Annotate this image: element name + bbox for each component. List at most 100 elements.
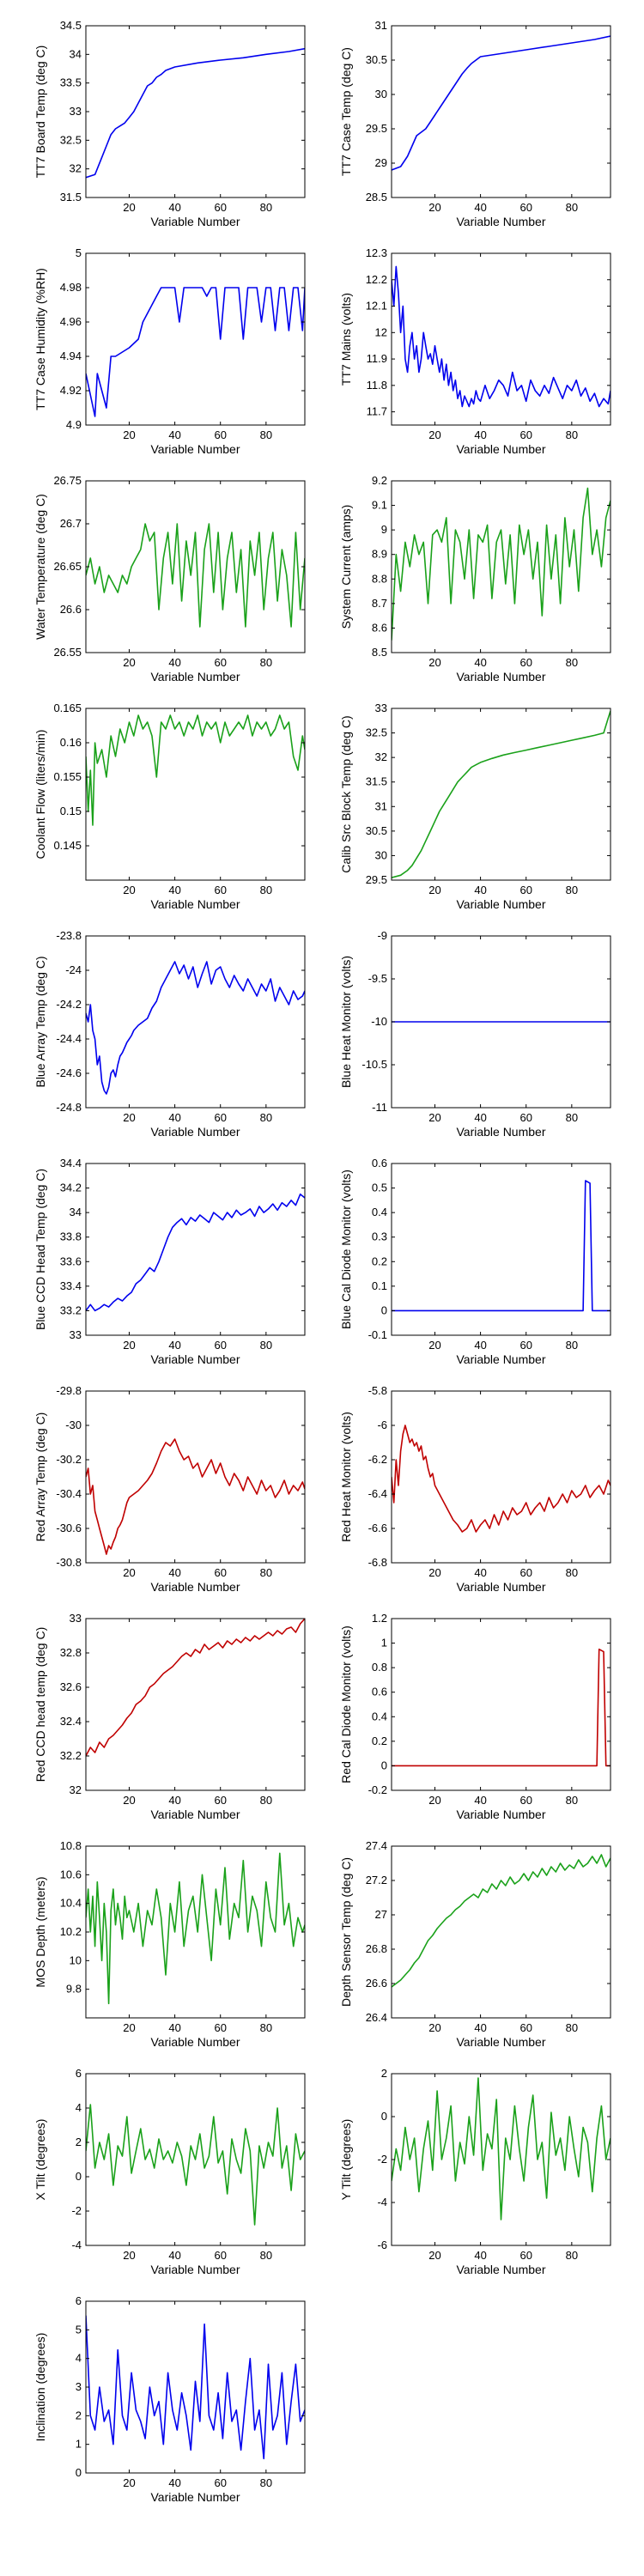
x-tick-label: 80: [566, 884, 578, 896]
series-line: [86, 1619, 305, 1757]
y-axis-label: Blue CCD Head Temp (deg C): [33, 1169, 47, 1330]
x-tick-label: 20: [428, 884, 440, 896]
x-axis-label: Variable Number: [150, 897, 240, 911]
y-axis-label: Blue Heat Monitor (volts): [339, 956, 353, 1088]
y-tick-label: 33.2: [60, 1303, 82, 1316]
y-tick-label: 12.1: [366, 300, 387, 313]
chart-panel-14: 20 40 60 80 -6.8 -6.6 -6.4 -6.2 -6 -5.8 Variable N…: [339, 1384, 611, 1594]
y-tick-label: 32.5: [60, 133, 82, 146]
x-tick-label: 40: [474, 201, 486, 214]
y-tick-label: 8.8: [372, 572, 387, 585]
y-axis-label: Red Array Temp (deg C): [33, 1413, 47, 1542]
x-tick-label: 40: [168, 428, 180, 441]
y-tick-label: 1: [381, 1637, 387, 1649]
y-tick-label: 0: [381, 1759, 387, 1771]
y-axis-label: Coolant Flow (liters/min): [33, 730, 47, 860]
y-tick-label: 11.8: [367, 379, 387, 392]
chart-panel-10: 20 40 60 80 -11 -10.5 -10 -9.5 -9 Variable Number…: [339, 929, 611, 1139]
x-tick-label: 80: [566, 2249, 578, 2262]
series-line: [86, 961, 305, 1095]
chart-panel-1: 20 40 60 80 31.5 32 32.5 33 33.5 34 34.5 Variable N…: [33, 19, 306, 228]
y-tick-label: 33: [70, 1612, 82, 1625]
y-tick-label: -30.6: [56, 1522, 82, 1534]
x-tick-label: 60: [519, 428, 532, 441]
y-tick-label: 31: [375, 799, 387, 812]
x-tick-label: 80: [260, 1339, 272, 1352]
plot-frame: [85, 2073, 306, 2246]
y-tick-label: 4: [76, 2352, 82, 2365]
series-line: [392, 1180, 611, 1312]
y-tick-label: -24.6: [56, 1066, 82, 1079]
series-line: [86, 287, 305, 417]
chart-panel-18: 20 40 60 80 26.4 26.6 26.8 27 27.2 27.4 Variable N…: [339, 1839, 611, 2049]
x-axis-label: Variable Number: [150, 2263, 240, 2276]
y-tick-label: 6: [76, 2067, 82, 2080]
x-tick-label: 20: [123, 1339, 135, 1352]
x-tick-label: 20: [428, 428, 440, 441]
y-tick-label: 8.7: [372, 597, 387, 610]
x-tick-label: 80: [260, 656, 272, 669]
chart-panel-12: 20 40 60 80 -0.1 0 0.1 0.2 0.3 0.4 0.5 0.6 Variable …: [339, 1157, 611, 1366]
series-line: [392, 265, 611, 408]
x-tick-label: 80: [566, 428, 578, 441]
y-tick-label: -6: [377, 1419, 387, 1431]
x-tick-label: 80: [260, 1566, 272, 1579]
x-tick-label: 80: [566, 1566, 578, 1579]
x-axis-label: Variable Number: [150, 442, 240, 456]
y-tick-label: 32: [70, 1783, 82, 1796]
y-axis-label: Calib Src Block Temp (deg C): [339, 715, 353, 872]
y-tick-label: 8.6: [372, 621, 387, 634]
chart-panel-8: 20 40 60 80 29.5 30 30.5 31 31.5 32 32.5 33 Variable…: [339, 702, 611, 911]
chart-panel-15: 20 40 60 80 32 32.2 32.4 32.6 32.8 33 Variable Num…: [33, 1612, 306, 1821]
x-tick-label: 20: [123, 1566, 135, 1579]
y-tick-label: -6.8: [368, 1556, 387, 1569]
x-tick-label: 60: [519, 2021, 532, 2034]
x-tick-label: 20: [428, 201, 440, 214]
plot-frame: [391, 25, 611, 198]
y-tick-label: 12: [375, 325, 387, 338]
y-tick-label: 0.6: [372, 1157, 387, 1170]
y-tick-label: 0.16: [60, 736, 82, 749]
x-tick-label: 60: [519, 656, 532, 669]
x-axis-label: Variable Number: [150, 215, 240, 228]
y-tick-label: 10.4: [60, 1897, 82, 1910]
y-tick-label: -0.1: [368, 1328, 387, 1341]
plot-frame: [85, 1618, 306, 1791]
y-tick-label: 27.2: [366, 1874, 387, 1886]
y-tick-label: 9.2: [372, 474, 387, 487]
x-tick-label: 40: [168, 1111, 180, 1124]
x-axis-label: Variable Number: [150, 1580, 240, 1594]
y-axis-label: System Current (amps): [339, 505, 353, 629]
y-tick-label: 26.55: [53, 646, 82, 659]
x-tick-label: 60: [519, 1566, 532, 1579]
y-tick-label: 33.8: [60, 1230, 82, 1243]
y-tick-label: 0.165: [53, 702, 82, 714]
series-line: [86, 714, 305, 826]
chart-panel-7: 20 40 60 80 0.145 0.15 0.155 0.16 0.165 Variable …: [33, 702, 306, 911]
x-tick-label: 40: [168, 201, 180, 214]
y-tick-label: -30.4: [56, 1487, 82, 1500]
y-tick-label: 8.9: [372, 548, 387, 561]
y-tick-label: 33: [375, 702, 387, 714]
x-axis-label: Variable Number: [456, 1125, 545, 1139]
y-tick-label: -30.8: [56, 1556, 82, 1569]
x-tick-label: 80: [260, 201, 272, 214]
y-tick-label: 26.6: [366, 1977, 387, 1990]
x-tick-label: 60: [214, 428, 226, 441]
x-tick-label: 80: [260, 428, 272, 441]
y-tick-label: -2: [377, 2153, 387, 2166]
x-tick-label: 20: [123, 2249, 135, 2262]
x-tick-label: 80: [566, 201, 578, 214]
y-tick-label: -9: [377, 929, 387, 942]
x-tick-label: 60: [214, 1339, 226, 1352]
y-tick-label: 30: [375, 88, 387, 100]
y-tick-label: -9.5: [368, 972, 387, 985]
x-tick-label: 40: [474, 1111, 486, 1124]
y-tick-label: 10.8: [60, 1839, 82, 1852]
series-line: [392, 1648, 611, 1767]
y-tick-label: 9.1: [372, 499, 387, 512]
y-axis-label: Depth Sensor Temp (deg C): [339, 1857, 353, 2007]
plot-frame: [85, 1390, 306, 1564]
y-tick-label: -6.6: [368, 1522, 387, 1534]
y-tick-label: 29: [375, 156, 387, 169]
